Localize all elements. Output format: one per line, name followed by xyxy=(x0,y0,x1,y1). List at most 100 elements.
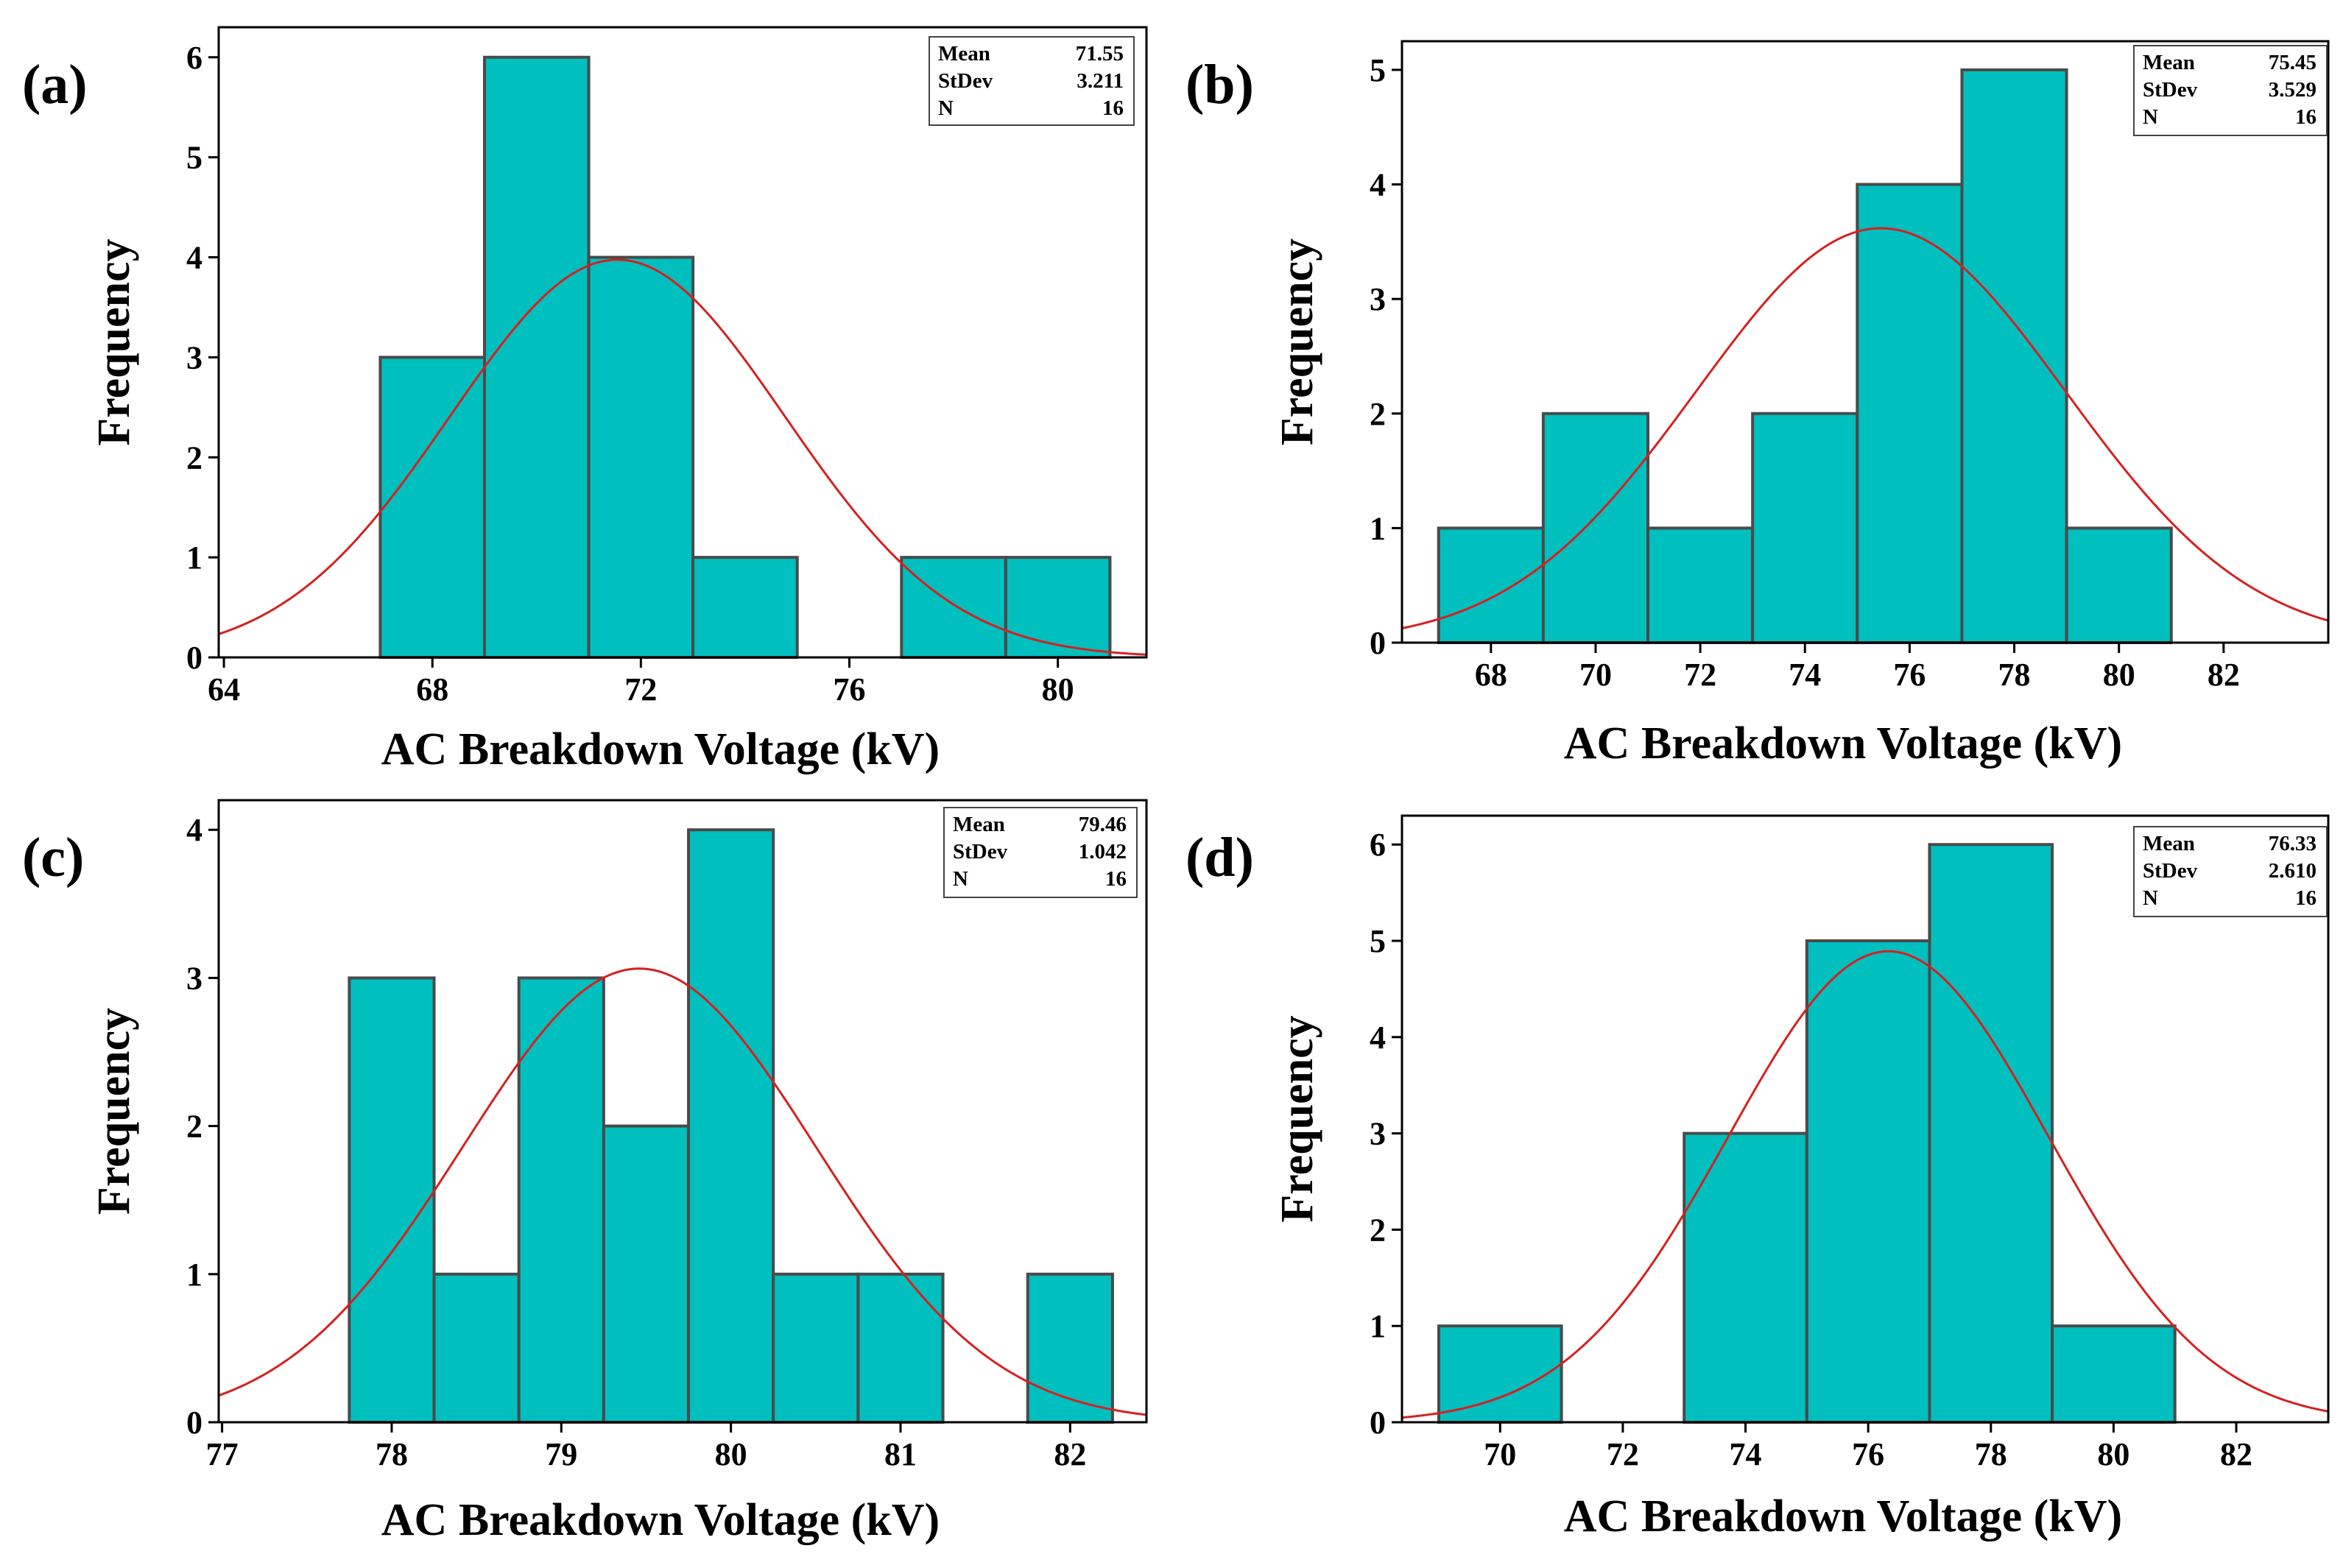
y-axis-title: Frequency xyxy=(89,239,139,445)
y-tick-label: 5 xyxy=(1370,52,1386,88)
histogram-bar xyxy=(348,976,436,1424)
histogram-bar xyxy=(602,1124,691,1424)
x-tick-label: 76 xyxy=(834,671,866,707)
plot-frame xyxy=(217,799,1148,1424)
x-tick-label: 74 xyxy=(1730,1436,1762,1472)
stat-value: 16 xyxy=(2295,105,2316,129)
y-tick-label: 1 xyxy=(186,540,202,576)
x-tick-label: 76 xyxy=(1893,657,1926,693)
x-tick-label: 82 xyxy=(2220,1436,2252,1472)
normal-fit-curve xyxy=(1401,950,2329,1419)
y-tick-label: 6 xyxy=(186,40,202,76)
stats-legend: Mean 76.33 StDev 2.610 N 16 xyxy=(2133,826,2328,917)
histogram-bar xyxy=(1004,556,1112,660)
y-tick-label: 2 xyxy=(186,1109,202,1145)
x-tick-label: 68 xyxy=(1475,657,1507,693)
x-tick-label: 76 xyxy=(1852,1436,1884,1472)
x-tick-label: 72 xyxy=(1684,657,1716,693)
normal-fit-curve xyxy=(1401,227,2329,629)
stat-label: Mean xyxy=(2143,51,2195,74)
x-tick-label: 80 xyxy=(2097,1436,2129,1472)
y-tick-label: 0 xyxy=(186,640,202,676)
x-tick-label: 78 xyxy=(1998,657,2031,693)
histogram-bar xyxy=(856,1272,945,1424)
histogram-bar xyxy=(1751,412,1859,644)
stat-value: 75.45 xyxy=(2269,51,2316,74)
histogram-bar xyxy=(432,1272,521,1424)
y-tick-label: 4 xyxy=(1370,167,1386,203)
x-axis-title: AC Breakdown Voltage (kV) xyxy=(381,724,940,774)
y-tick-label: 0 xyxy=(1370,1405,1386,1441)
x-tick-label: 68 xyxy=(416,671,448,707)
y-tick-label: 0 xyxy=(186,1405,202,1441)
y-tick-label: 4 xyxy=(186,812,202,848)
plot-frame xyxy=(217,26,1148,659)
x-tick-label: 70 xyxy=(1579,657,1612,693)
histogram-bar xyxy=(1541,412,1650,644)
stat-label: N xyxy=(2143,105,2158,129)
histogram-bar xyxy=(1683,1131,1808,1424)
stat-label: Mean xyxy=(953,813,1005,836)
stat-label: Mean xyxy=(938,42,990,66)
histogram-bar xyxy=(1960,68,2068,644)
stat-value: 79.46 xyxy=(1079,813,1127,836)
x-axis-title: AC Breakdown Voltage (kV) xyxy=(381,1495,940,1545)
x-tick-label: 72 xyxy=(1607,1436,1639,1472)
stat-value: 71.55 xyxy=(1076,42,1124,66)
stat-value: 16 xyxy=(1102,96,1124,120)
y-tick-label: 6 xyxy=(1370,827,1386,863)
stats-box xyxy=(929,36,1135,126)
y-tick-label: 4 xyxy=(1370,1020,1386,1056)
histogram-bar xyxy=(687,828,775,1424)
normal-fit-curve xyxy=(218,967,1147,1416)
y-tick-label: 3 xyxy=(1370,281,1386,317)
stat-label: StDev xyxy=(938,69,993,93)
y-tick-label: 0 xyxy=(1370,625,1386,661)
y-tick-label: 1 xyxy=(1370,510,1386,546)
x-tick-label: 78 xyxy=(376,1436,408,1472)
x-tick-label: 82 xyxy=(2208,657,2240,693)
y-tick-label: 1 xyxy=(186,1257,202,1293)
chart-panel-2: 68 70 72 74 76 78 80 82 0 1 2 3 4 5 AC Breakdown Volta… xyxy=(1185,40,2330,769)
histogram-bar xyxy=(1437,526,1545,645)
x-tick-label: 80 xyxy=(1042,671,1074,707)
stat-value: 1.042 xyxy=(1079,840,1127,864)
panel-label: (b) xyxy=(1185,54,1254,116)
chart-panel-1: 64 68 72 76 80 0 1 2 3 4 5 6 AC Breakdown Voltage (k… xyxy=(22,26,1148,774)
chart-panel-4: 70 72 74 76 78 80 82 0 1 2 3 4 5 6 AC Breakdown Voltag… xyxy=(1185,814,2330,1541)
y-tick-label: 4 xyxy=(186,240,202,276)
y-tick-label: 3 xyxy=(186,339,202,375)
histogram-bar xyxy=(2065,526,2173,645)
x-axis-title: AC Breakdown Voltage (kV) xyxy=(1564,718,2122,769)
panel-label: (c) xyxy=(22,827,84,889)
y-tick-label: 1 xyxy=(1370,1308,1386,1344)
stat-value: 3.529 xyxy=(2269,78,2316,102)
normal-fit-curve xyxy=(218,258,1147,656)
histogram-bar xyxy=(900,556,1007,660)
plot-frame xyxy=(1400,40,2330,644)
x-axis-title: AC Breakdown Voltage (kV) xyxy=(1564,1491,2122,1541)
histogram-bar xyxy=(772,1272,860,1424)
panel-label: (a) xyxy=(22,54,88,116)
histogram-bar xyxy=(2051,1324,2177,1424)
x-tick-label: 72 xyxy=(624,671,657,707)
histogram-bar xyxy=(691,556,799,660)
x-tick-label: 64 xyxy=(208,671,240,707)
stats-legend: Mean 79.46 StDev 1.042 N 16 xyxy=(943,807,1138,898)
histogram-bar xyxy=(517,976,605,1424)
stats-legend: Mean 75.45 StDev 3.529 N 16 xyxy=(2133,45,2328,136)
x-tick-label: 78 xyxy=(1975,1436,2007,1472)
y-tick-label: 2 xyxy=(186,439,202,476)
stats-box xyxy=(943,807,1138,898)
stat-value: 16 xyxy=(1105,867,1127,891)
y-tick-label: 2 xyxy=(1370,396,1386,432)
x-tick-label: 74 xyxy=(1789,657,1821,693)
stats-box xyxy=(2133,45,2328,136)
y-tick-label: 3 xyxy=(1370,1116,1386,1152)
stat-label: N xyxy=(2143,886,2158,910)
stats-legend: Mean 71.55 StDev 3.211 N 16 xyxy=(929,36,1135,126)
histogram-bar xyxy=(587,255,695,659)
y-tick-label: 5 xyxy=(1370,923,1386,959)
y-tick-label: 3 xyxy=(186,960,202,996)
